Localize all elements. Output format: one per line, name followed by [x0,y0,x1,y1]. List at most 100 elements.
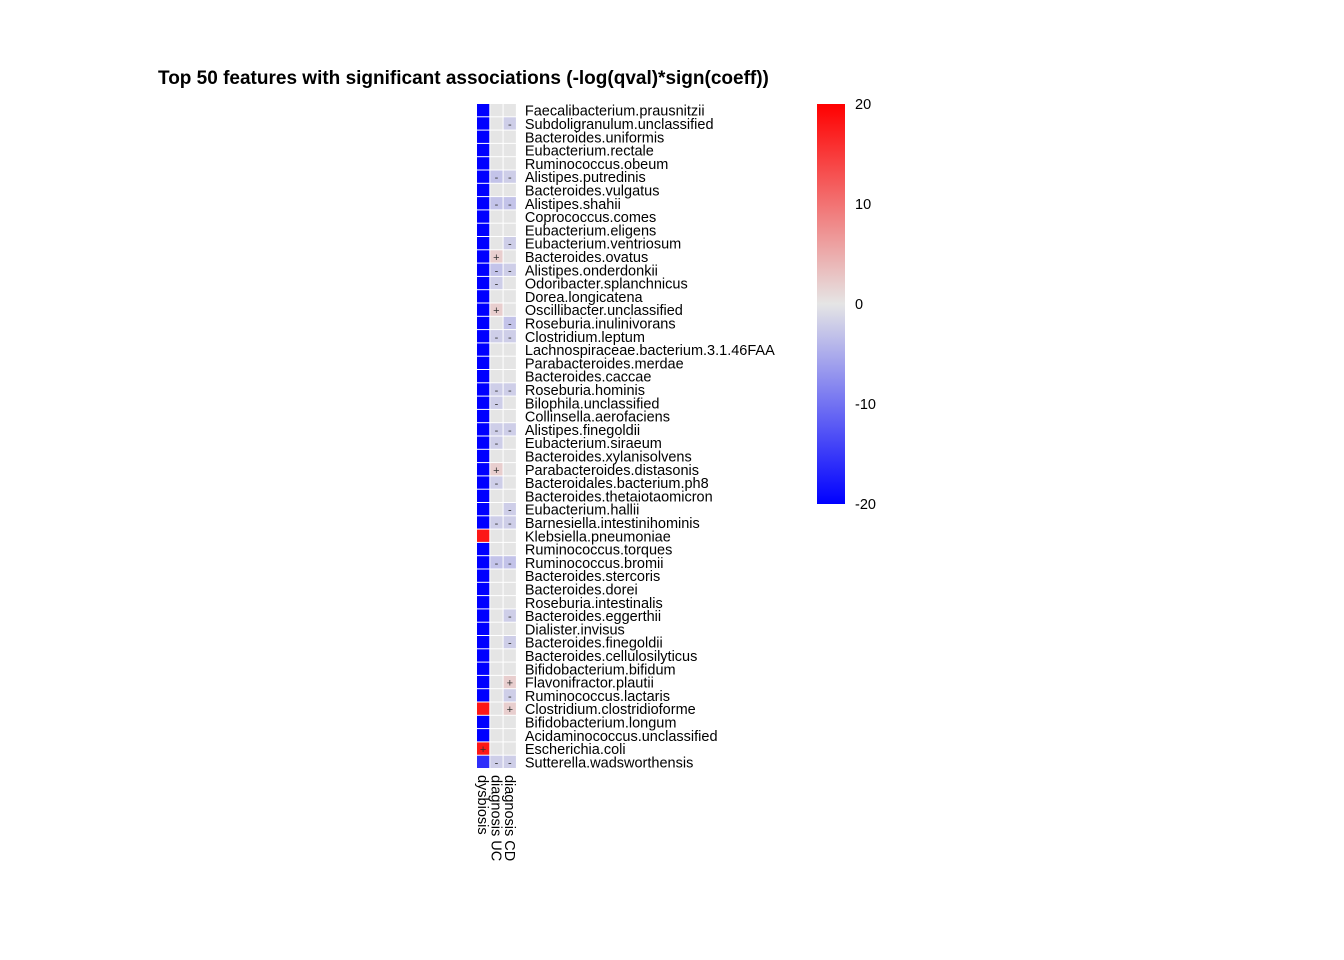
legend-tick-label: -20 [855,497,876,513]
row-label: Bacteroides.stercoris [525,569,660,585]
heatmap-cell [477,689,490,702]
heatmap-cell [490,662,503,675]
heatmap-cell [490,276,503,290]
row-label: Bifidobacterium.longum [525,716,677,732]
row-label: Parabacteroides.distasonis [525,463,699,479]
row-labels: Faecalibacterium.prausnitziiSubdoligranu… [525,104,775,772]
heatmap-cell [503,582,516,596]
heatmap-cell [477,742,490,755]
heatmap-cell [490,330,503,343]
heatmap-cell [490,316,503,330]
legend-tick-label: 10 [855,197,871,213]
cell-sign-label: - [508,425,512,437]
row-label: Ruminococcus.obeum [525,157,668,173]
heatmap-cell [477,516,490,529]
heatmap-cell [490,649,503,662]
row-label: Alistipes.putredinis [525,170,646,186]
heatmap-cell [490,742,503,755]
heatmap-cell [477,436,490,449]
heatmap-cell [503,383,516,396]
row-label: Bacteroides.dorei [525,582,638,598]
cell-sign-label: - [508,638,512,650]
heatmap-cell [503,755,516,768]
heatmap-cell [503,396,516,409]
heatmap-cell [477,596,490,609]
row-label: Eubacterium.eligens [525,223,656,239]
heatmap-cell [477,489,490,502]
cell-sign-label: - [508,199,512,211]
heatmap-cell [503,356,516,369]
cell-sign-label: + [507,704,513,716]
heatmap-cell [477,104,490,117]
row-label: Ruminococcus.torques [525,543,673,559]
row-label: Bacteroides.vulgatus [525,184,660,200]
heatmap-cell [503,729,516,742]
row-label: Faecalibacterium.prausnitzii [525,104,705,120]
cell-sign-label: + [493,465,499,477]
heatmap-cell [490,237,503,250]
row-label: Bacteroides.cellulosilyticus [525,649,697,665]
heatmap-cell [477,303,490,316]
heatmap-cell [503,542,516,556]
heatmap-cell [503,649,516,662]
row-label: Ruminococcus.bromii [525,556,664,572]
heatmap-cell [490,210,503,223]
heatmap-cell [477,729,490,742]
row-label: Dialister.invisus [525,622,625,638]
heatmap-cell [477,715,490,729]
row-label: Bifidobacterium.bifidum [525,662,676,678]
heatmap-cell [490,263,503,276]
heatmap-cell [490,636,503,649]
heatmap-cell [490,702,503,715]
cell-sign-label: - [508,172,512,184]
heatmap-cell [503,316,516,330]
row-label: Alistipes.finegoldii [525,423,640,439]
heatmap-cell [503,596,516,609]
cell-sign-label: - [495,398,499,410]
cell-sign-label: - [495,478,499,490]
heatmap-cell [503,476,516,489]
heatmap-cell [503,330,516,343]
heatmap-cell [503,529,516,542]
row-label: Acidaminococcus.unclassified [525,729,718,745]
heatmap-cell [490,675,503,689]
row-label: Barnesiella.intestinihominis [525,516,700,532]
row-label: Roseburia.hominis [525,383,645,399]
heatmap-cell [477,316,490,330]
cell-sign-label: - [508,318,512,330]
heatmap-cell [490,596,503,609]
row-label: Bacteroides.xylanisolvens [525,449,692,465]
heatmap-cell [477,449,490,463]
heatmap-cell [477,223,490,236]
heatmap-cell [490,609,503,622]
heatmap-cell [503,370,516,383]
row-label: Sutterella.wadsworthensis [525,755,693,771]
legend-tick-label: 20 [855,97,871,113]
row-label: Clostridium.clostridioforme [525,702,696,718]
cell-sign-label: - [508,518,512,530]
cell-sign-label: - [495,385,499,397]
heatmap-cell [503,675,516,689]
row-label: Alistipes.onderdonkii [525,263,658,279]
heatmap-cell [503,569,516,582]
heatmap-cell [477,609,490,622]
heatmap-cell [503,343,516,356]
heatmap-cell [477,702,490,715]
row-label: Clostridium.leptum [525,330,645,346]
heatmap-cell [503,303,516,316]
heatmap-cell [490,449,503,463]
heatmap-cell [490,383,503,396]
heatmap-cell [477,409,490,423]
heatmap-cell [477,622,490,635]
heatmap-cell [490,715,503,729]
cell-sign-label: - [508,691,512,703]
heatmap-cell [477,170,490,183]
cell-sign-label: - [508,265,512,277]
chart-title: Top 50 features with significant associa… [158,68,769,89]
heatmap-cell [503,117,516,130]
column-label: dysbiosis [474,775,490,835]
heatmap-cell [503,197,516,210]
heatmap-cell [477,263,490,276]
